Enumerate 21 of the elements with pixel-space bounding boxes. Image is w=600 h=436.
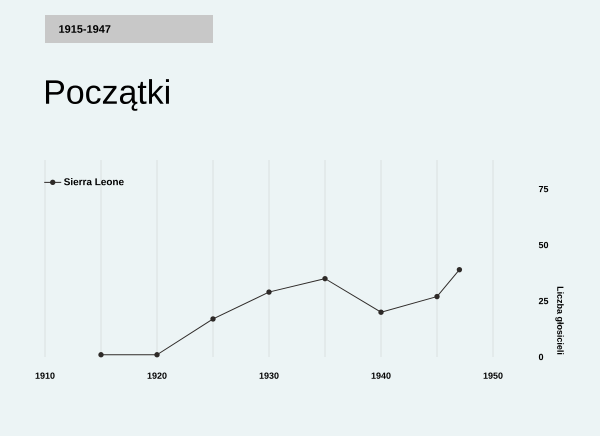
point [154,352,160,358]
chart-subtitle: 1915-1947 [59,25,110,33]
point [434,294,440,300]
y-tick-label: 0 [538,354,544,360]
x-tick-label: 1930 [260,372,279,379]
y-tick-label: 75 [538,186,548,192]
y-tick-label: 25 [538,298,548,304]
point [378,310,384,315]
y2-axis-title: Liczba głosicieli [555,286,564,354]
x-tick-label: 1940 [372,372,391,379]
point [322,276,328,282]
legend-label: Sierra Leone [64,178,124,186]
x-tick-label: 1910 [36,372,55,379]
chart-title: Początki [46,79,169,111]
x-tick-label: 1920 [148,372,167,379]
point [266,289,272,295]
x-tick-label: 1950 [484,372,503,379]
y-tick-label: 50 [538,242,548,248]
point [98,352,104,358]
point [210,316,216,322]
point [456,266,462,272]
